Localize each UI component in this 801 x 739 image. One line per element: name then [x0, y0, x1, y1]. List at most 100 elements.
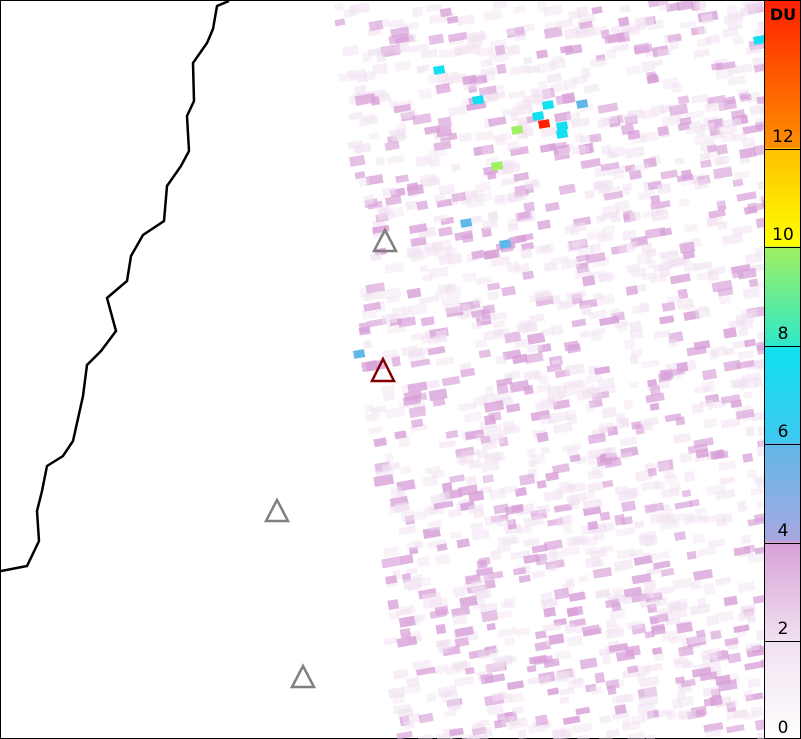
so2-pixel — [373, 473, 395, 488]
so2-pixel — [414, 540, 424, 549]
so2-pixel — [643, 534, 658, 547]
so2-pixel — [536, 0, 548, 12]
so2-pixel — [630, 267, 647, 279]
so2-pixel — [709, 629, 722, 640]
volcano-marker[interactable] — [371, 227, 399, 253]
so2-pixel — [598, 735, 614, 739]
coastline — [1, 1, 230, 573]
so2-pixel — [577, 734, 590, 739]
so2-pixel — [588, 309, 608, 320]
so2-pixel — [461, 233, 474, 244]
so2-pixel — [736, 63, 753, 74]
so2-pixel — [740, 534, 752, 545]
colorbar-tick-label: 10 — [772, 225, 794, 246]
so2-pixel — [649, 613, 669, 625]
so2-pixel — [536, 479, 547, 489]
so2-pixel — [362, 339, 373, 349]
volcano-marker-highlighted[interactable] — [369, 356, 397, 383]
so2-pixel — [702, 686, 720, 697]
so2-pixel — [621, 229, 637, 241]
so2-pixel — [501, 536, 520, 547]
so2-pixel — [625, 65, 642, 76]
so2-pixel — [546, 412, 562, 425]
so2-pixel — [366, 46, 386, 57]
so2-pixel — [454, 45, 472, 57]
so2-pixel — [433, 500, 454, 510]
so2-pixel — [647, 378, 658, 387]
so2-pixel — [466, 38, 483, 50]
so2-pixel — [448, 508, 462, 518]
so2-pixel — [508, 234, 527, 245]
so2-pixel — [580, 330, 591, 339]
so2-pixel — [425, 3, 443, 13]
so2-pixel — [354, 171, 366, 180]
so2-pixel — [432, 663, 449, 675]
so2-pixel — [571, 535, 589, 547]
so2-pixel — [639, 301, 651, 313]
volcano-marker[interactable] — [289, 663, 317, 689]
so2-pixel — [623, 399, 634, 411]
so2-pixel — [650, 209, 670, 222]
so2-pixel — [726, 702, 737, 713]
so2-pixel — [732, 380, 749, 389]
so2-pixel — [425, 692, 437, 703]
so2-pixel — [346, 140, 364, 150]
so2-pixel — [666, 512, 686, 524]
so2-pixel — [545, 559, 565, 570]
so2-pixel — [755, 629, 767, 642]
so2-pixel — [659, 227, 673, 237]
so2-pixel — [640, 131, 659, 143]
so2-pixel — [560, 300, 577, 309]
so2-pixel — [739, 93, 752, 102]
so2-pixel — [624, 114, 639, 126]
so2-pixel — [452, 613, 468, 626]
colorbar-tick-label: 6 — [777, 422, 789, 443]
so2-pixel — [422, 526, 441, 540]
so2-pixel — [691, 533, 706, 545]
so2-pixel — [647, 467, 658, 477]
so2-pixel — [607, 425, 619, 437]
so2-pixel — [509, 111, 520, 122]
so2-pixel — [605, 618, 618, 628]
so2-pixel — [571, 677, 584, 686]
so2-pixel — [526, 343, 543, 353]
so2-pixel — [400, 111, 416, 122]
so2-pixel — [680, 678, 696, 688]
so2-pixel — [507, 223, 519, 232]
so2-pixel — [737, 581, 756, 594]
so2-pixel — [728, 10, 747, 21]
so2-pixel — [614, 200, 631, 213]
so2-pixel — [386, 154, 405, 165]
so2-pixel — [415, 666, 436, 676]
so2-pixel — [496, 544, 512, 554]
so2-pixel — [447, 698, 462, 710]
volcano-marker[interactable] — [263, 497, 291, 523]
so2-pixel — [363, 194, 375, 206]
so2-pixel — [667, 338, 678, 348]
so2-pixel — [419, 176, 441, 188]
so2-pixel — [490, 549, 502, 561]
so2-pixel — [665, 473, 678, 484]
so2-pixel — [587, 469, 604, 480]
so2-pixel — [672, 577, 694, 590]
so2-pixel — [437, 643, 448, 655]
so2-pixel — [501, 420, 516, 433]
so2-pixel — [596, 232, 614, 243]
so2-pixel — [550, 324, 564, 337]
so2-pixel — [437, 116, 453, 129]
so2-pixel — [346, 68, 367, 78]
so2-pixel — [563, 78, 578, 91]
so2-pixel — [557, 391, 567, 400]
so2-pixel — [497, 627, 518, 638]
so2-pixel — [384, 195, 402, 206]
so2-pixel — [472, 726, 487, 736]
so2-pixel — [723, 359, 742, 372]
so2-pixel — [397, 706, 414, 719]
so2-pixel — [417, 346, 430, 356]
so2-pixel — [397, 436, 411, 448]
so2-pixel — [604, 598, 620, 609]
so2-pixel — [571, 318, 587, 328]
so2-pixel — [743, 689, 754, 701]
so2-pixel — [490, 513, 509, 524]
so2-pixel — [438, 226, 453, 237]
